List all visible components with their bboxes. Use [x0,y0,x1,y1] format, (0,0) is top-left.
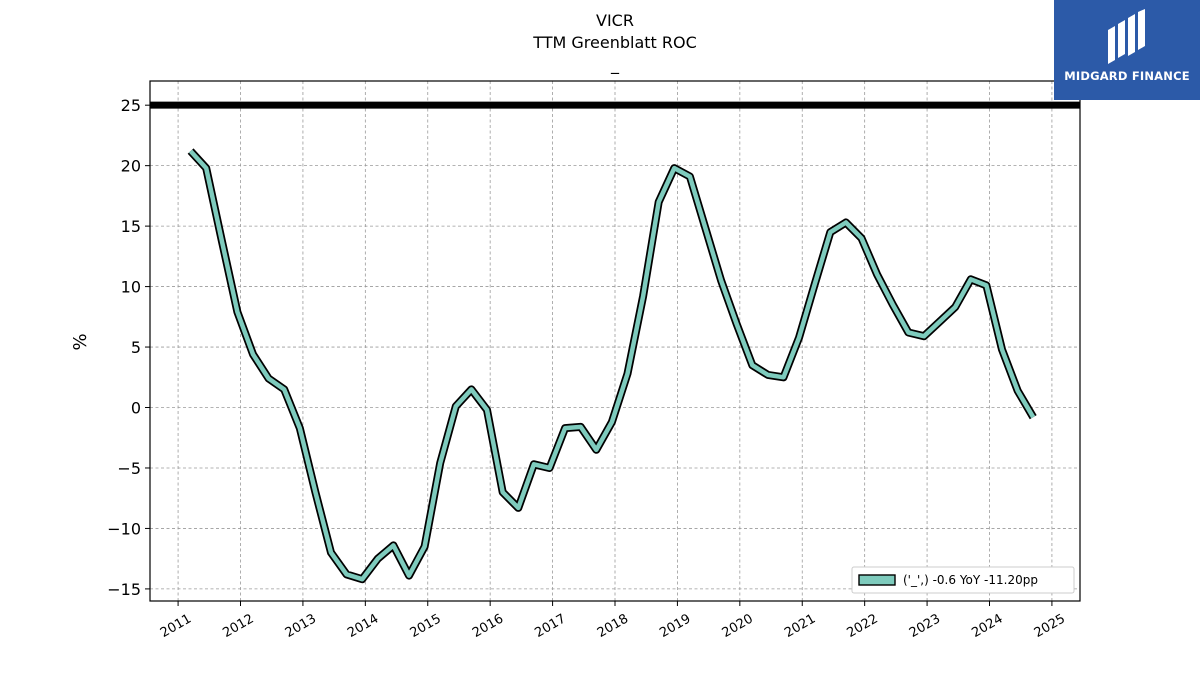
x-tick-label: 2015 [408,611,444,641]
series-outline [187,148,1037,584]
chart-subtitle-underscore: _ [610,55,620,75]
x-tick-label: 2021 [782,611,818,641]
y-tick-label: 25 [121,96,141,115]
y-tick-label: 5 [131,338,141,357]
x-tick-label: 2018 [595,611,631,641]
y-tick-label: −5 [117,459,141,478]
legend-label: ('_',) -0.6 YoY -11.20pp [903,573,1038,587]
legend-box [851,566,1075,594]
grid [150,81,1080,601]
y-tick-label: 10 [121,278,141,297]
chart-subtitle: TTM Greenblatt ROC [532,33,697,52]
x-tick-label: 2019 [657,611,693,641]
y-tick-label: 15 [121,217,141,236]
y-tick-label: −10 [107,519,141,538]
x-tick-label: 2014 [345,611,381,641]
midgard-finance-logo: MIDGARD FINANCE [1054,0,1200,100]
x-tick-label: 2020 [720,611,756,641]
y-tick-label: 0 [131,399,141,418]
x-tick-label: 2025 [1032,611,1068,641]
x-tick-label: 2017 [532,611,568,641]
logo-mark-icon [1108,9,1145,64]
x-tick-label: 2013 [283,611,319,641]
x-tick-label: 2023 [907,611,943,641]
y-tick-label: 20 [121,157,141,176]
x-tick-label: 2024 [969,611,1005,641]
chart-title: VICR [596,11,634,30]
logo-text: MIDGARD FINANCE [1064,69,1190,83]
legend: ('_',) -0.6 YoY -11.20pp [851,566,1075,594]
y-axis-label: % [70,333,91,350]
x-tick-label: 2011 [158,611,194,641]
y-tick-label: −15 [107,580,141,599]
series-layer [187,148,1037,584]
y-axis: 25 20 15 10 5 0 −5 −10 −15 [107,96,150,599]
series-line [188,149,1036,582]
x-tick-label: 2012 [220,611,256,641]
x-tick-label: 2022 [845,611,881,641]
x-tick-label: 2016 [470,611,506,641]
x-axis: 2011 2012 2013 2014 2015 2016 2017 2018 2019 2020… [158,601,1068,641]
legend-swatch [858,574,896,586]
